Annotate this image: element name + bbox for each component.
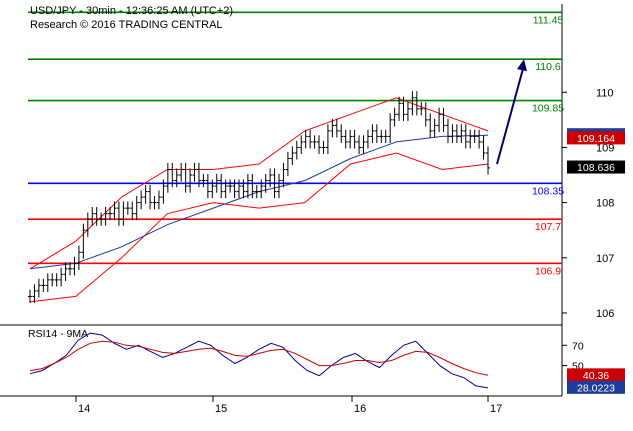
price-tick-label: 110 — [596, 87, 614, 99]
chart-header-copyright: Research © 2016 TRADING CENTRAL — [30, 19, 223, 31]
level-label: 109.85 — [532, 103, 564, 115]
time-tick-label: 16 — [354, 403, 366, 415]
time-tick-label: 14 — [78, 403, 90, 415]
price-tick-label: 109 — [596, 142, 614, 154]
rsi-value-badge — [567, 380, 625, 394]
bollinger-upper-band — [29, 97, 489, 270]
rsi-tick-label: 50 — [572, 361, 584, 373]
forecast-arrow-shaft — [496, 64, 525, 165]
chart-header-title: USD/JPY - 30min - 12:36:25 AM (UTC+2) — [30, 5, 234, 17]
rsi-series-line — [29, 332, 489, 389]
value-badge — [567, 131, 625, 145]
rsi-value-badge-label: 28.0223 — [577, 382, 615, 394]
bollinger-lower-band — [29, 152, 489, 303]
level-label: 107.7 — [535, 221, 561, 233]
rsi-title: RSI14 - 9MA — [28, 328, 88, 340]
time-tick-label: 17 — [490, 403, 502, 415]
value-badge — [567, 160, 625, 174]
rsi-value-badge-label: 40.36 — [583, 370, 609, 382]
level-label: 108.35 — [532, 185, 564, 197]
moving-average-line — [29, 134, 489, 270]
rsi-series-line — [29, 340, 489, 376]
level-label: 111.45 — [533, 14, 564, 26]
level-label: 106.9 — [535, 265, 561, 277]
price-tick-label: 106 — [596, 308, 614, 320]
level-label: 110.6 — [535, 61, 561, 73]
time-tick-label: 15 — [215, 403, 227, 415]
price-tick-label: 107 — [596, 253, 614, 265]
value-badge-label: 108.636 — [577, 162, 615, 174]
rsi-value-badge — [567, 368, 625, 382]
value-badge-label: 109.164 — [577, 133, 615, 145]
price-tick-label: 108 — [596, 198, 614, 210]
rsi-tick-label: 70 — [572, 340, 584, 352]
forecast-arrow-head — [517, 59, 527, 72]
